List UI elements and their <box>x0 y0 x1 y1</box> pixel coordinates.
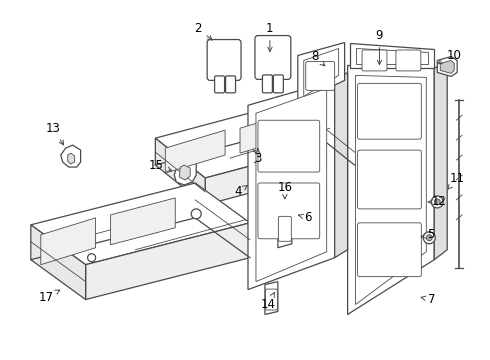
Circle shape <box>426 235 432 241</box>
Polygon shape <box>111 198 175 245</box>
FancyBboxPatch shape <box>273 75 283 93</box>
Text: 11: 11 <box>447 171 465 189</box>
FancyBboxPatch shape <box>263 75 272 93</box>
Polygon shape <box>31 225 86 300</box>
Circle shape <box>191 209 201 219</box>
Text: 10: 10 <box>438 49 462 64</box>
Polygon shape <box>335 72 347 258</box>
FancyBboxPatch shape <box>255 36 291 80</box>
Polygon shape <box>248 80 335 289</box>
Polygon shape <box>68 153 74 164</box>
Polygon shape <box>356 75 426 305</box>
FancyBboxPatch shape <box>258 120 319 172</box>
Polygon shape <box>205 138 355 205</box>
Text: 15: 15 <box>149 158 172 172</box>
FancyBboxPatch shape <box>258 183 319 239</box>
Text: 1: 1 <box>266 22 273 51</box>
Polygon shape <box>41 218 96 265</box>
FancyBboxPatch shape <box>362 50 387 71</box>
FancyBboxPatch shape <box>266 289 277 310</box>
FancyBboxPatch shape <box>358 223 421 276</box>
Polygon shape <box>349 42 434 68</box>
Text: 16: 16 <box>277 181 293 199</box>
Text: 5: 5 <box>421 228 435 241</box>
FancyBboxPatch shape <box>358 84 421 139</box>
Polygon shape <box>265 282 278 315</box>
Polygon shape <box>256 88 327 282</box>
Text: 2: 2 <box>195 22 212 40</box>
Polygon shape <box>155 98 355 178</box>
Polygon shape <box>440 60 454 73</box>
Text: 12: 12 <box>428 195 447 208</box>
Text: 17: 17 <box>38 290 60 304</box>
Polygon shape <box>240 110 300 153</box>
Text: 14: 14 <box>260 292 275 311</box>
Text: 4: 4 <box>234 185 247 198</box>
Circle shape <box>253 143 263 153</box>
Circle shape <box>88 254 96 262</box>
Text: 3: 3 <box>254 149 262 165</box>
Circle shape <box>431 196 443 208</box>
Text: 8: 8 <box>311 50 325 66</box>
Polygon shape <box>61 145 81 167</box>
Polygon shape <box>165 130 225 173</box>
FancyBboxPatch shape <box>207 40 241 80</box>
Circle shape <box>423 232 435 244</box>
FancyBboxPatch shape <box>215 76 224 93</box>
Polygon shape <box>179 165 190 180</box>
Polygon shape <box>278 208 292 248</box>
Polygon shape <box>174 158 196 185</box>
Circle shape <box>434 199 440 205</box>
FancyBboxPatch shape <box>396 50 421 71</box>
Polygon shape <box>86 223 250 300</box>
Polygon shape <box>434 60 447 260</box>
Polygon shape <box>347 66 434 315</box>
Polygon shape <box>155 138 205 205</box>
FancyBboxPatch shape <box>306 62 335 90</box>
Polygon shape <box>31 183 250 265</box>
Text: 13: 13 <box>45 122 64 145</box>
FancyBboxPatch shape <box>358 150 421 209</box>
Text: 7: 7 <box>421 293 435 306</box>
Text: 9: 9 <box>376 29 383 64</box>
Text: 6: 6 <box>298 211 312 224</box>
Polygon shape <box>304 49 339 96</box>
FancyBboxPatch shape <box>278 216 292 241</box>
Polygon shape <box>356 48 428 64</box>
FancyBboxPatch shape <box>270 194 300 220</box>
Polygon shape <box>298 42 344 102</box>
Polygon shape <box>437 57 457 76</box>
FancyBboxPatch shape <box>225 76 236 93</box>
